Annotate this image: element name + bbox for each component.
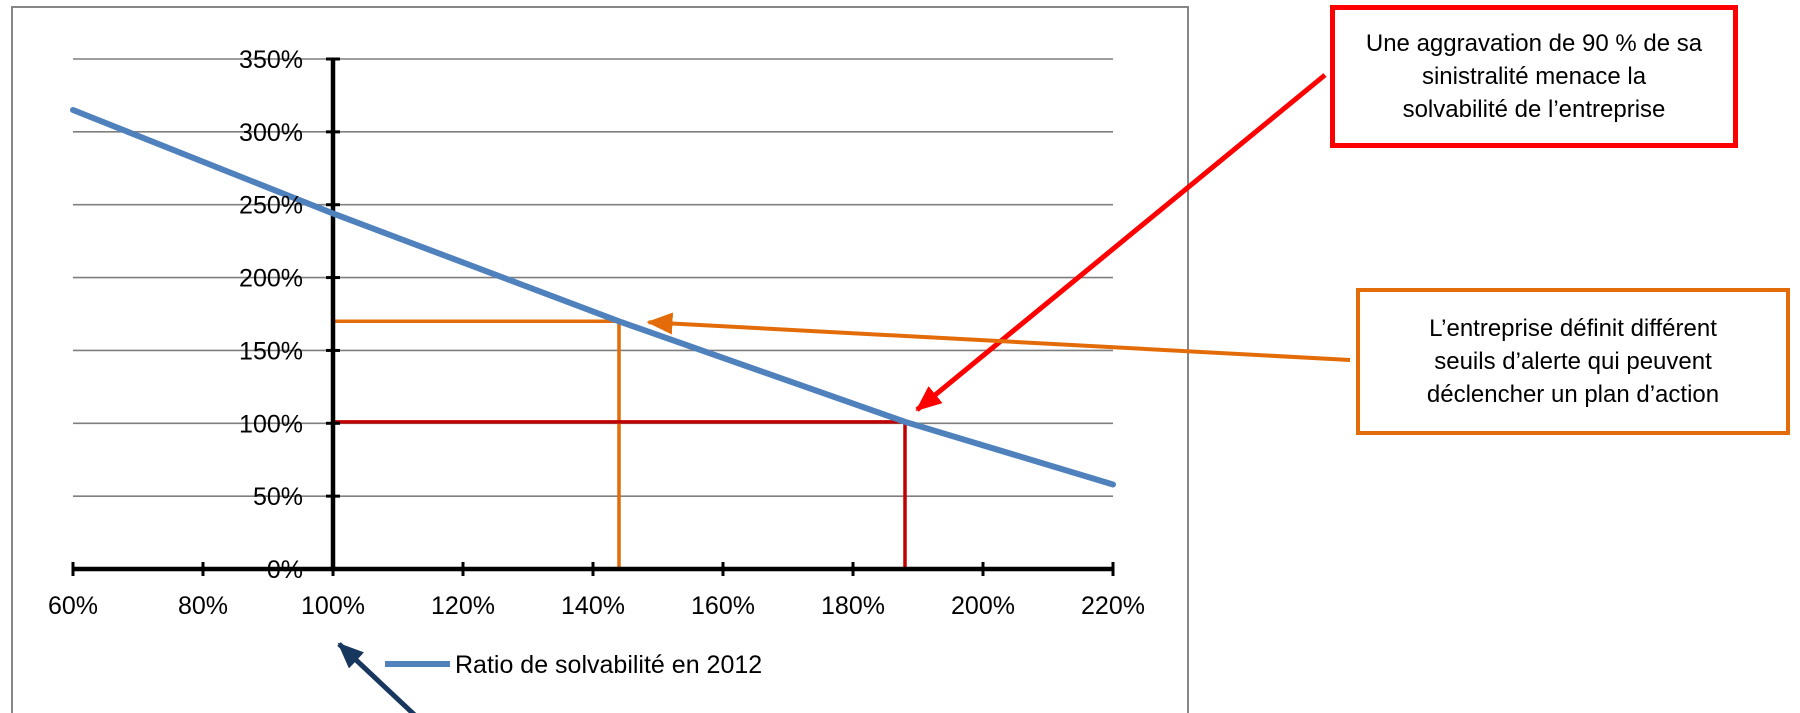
annotation-red-line-3: solvabilité de l’entreprise bbox=[1402, 96, 1666, 123]
x-tick-label: 120% bbox=[431, 592, 495, 620]
y-tick-label: 100% bbox=[239, 410, 303, 438]
x-tick-label: 140% bbox=[561, 592, 625, 620]
chart-frame bbox=[11, 6, 1189, 713]
legend-label: Ratio de solvabilité en 2012 bbox=[455, 651, 762, 679]
x-tick-label: 160% bbox=[691, 592, 755, 620]
y-tick-label: 0% bbox=[267, 556, 303, 584]
annotation-arrow-orange bbox=[646, 312, 1351, 362]
y-tick-label: 250% bbox=[239, 192, 303, 220]
tick-labels: 60% 80% 100% 120% 140% 160% 180% 200% 220% 0% 50% 1… bbox=[48, 46, 1145, 620]
x-tick-label: 60% bbox=[48, 592, 98, 620]
y-tick-label: 300% bbox=[239, 119, 303, 147]
x-tick-label: 200% bbox=[951, 592, 1015, 620]
y-tick-label: 150% bbox=[239, 337, 303, 365]
annotation-arrow-red bbox=[915, 73, 1327, 412]
y-tick-label: 50% bbox=[253, 483, 303, 511]
y-tick-label: 200% bbox=[239, 265, 303, 293]
annotation-arrow-navy bbox=[337, 642, 417, 713]
annotation-arrows bbox=[337, 73, 1351, 713]
x-tick-label: 100% bbox=[301, 592, 365, 620]
annotation-orange-line-3: déclencher un plan d’action bbox=[1426, 381, 1720, 408]
series-line-1 bbox=[70, 107, 1116, 488]
annotation-orange-line-2: seuils d’alerte qui peuvent bbox=[1434, 348, 1712, 375]
x-tick-label: 180% bbox=[821, 592, 885, 620]
x-tick-label: 220% bbox=[1081, 592, 1145, 620]
series-group bbox=[70, 107, 1116, 488]
annotation-red-line-1: Une aggravation de 90 % de sa bbox=[1365, 30, 1703, 57]
legend: Ratio de solvabilité en 2012 bbox=[385, 651, 762, 679]
y-tick-label: 350% bbox=[239, 46, 303, 74]
x-tick-label: 80% bbox=[178, 592, 228, 620]
annotation-box-red: Une aggravation de 90 % de sa sinistrali… bbox=[1330, 5, 1738, 148]
axes bbox=[71, 57, 1115, 576]
annotation-box-orange: L’entreprise définit différent seuils d’… bbox=[1356, 288, 1790, 435]
annotation-orange-line-1: L’entreprise définit différent bbox=[1429, 315, 1717, 342]
annotation-red-line-2: sinistralité menace la bbox=[1421, 63, 1647, 90]
